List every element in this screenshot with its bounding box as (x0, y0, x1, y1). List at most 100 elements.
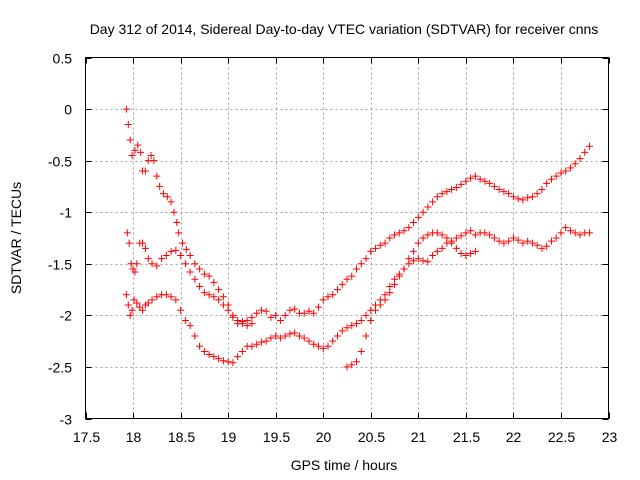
data-point (576, 231, 584, 239)
chart-title: Day 312 of 2014, Sidereal Day-to-day VTE… (90, 21, 599, 37)
data-point (433, 247, 441, 255)
data-point (348, 361, 356, 369)
data-point (386, 289, 394, 297)
data-point (167, 247, 175, 255)
data-point (133, 260, 141, 268)
data-point (509, 193, 517, 201)
x-axis-title: GPS time / hours (291, 457, 398, 473)
data-point (581, 148, 589, 156)
data-point (471, 247, 479, 255)
data-point (338, 327, 346, 335)
data-point (215, 296, 223, 304)
data-point (367, 247, 375, 255)
data-point (205, 291, 213, 299)
data-point (177, 306, 185, 314)
data-point (181, 260, 189, 268)
data-point (562, 167, 570, 175)
data-point (538, 186, 546, 194)
data-point (405, 255, 413, 263)
data-point (147, 151, 155, 159)
data-point (248, 320, 256, 328)
data-point (438, 244, 446, 252)
data-point (128, 306, 136, 314)
data-point (181, 317, 189, 325)
x-tick-label: 20.5 (358, 429, 385, 445)
data-point (557, 169, 565, 177)
data-point (153, 172, 161, 180)
data-point (178, 239, 186, 247)
data-point (386, 234, 394, 242)
data-point (291, 329, 299, 337)
data-point (148, 296, 156, 304)
data-point (186, 268, 194, 276)
x-tick-label: 22.5 (548, 429, 575, 445)
data-point (272, 332, 280, 340)
data-point (229, 359, 237, 367)
data-point (414, 213, 422, 221)
data-point (467, 227, 475, 235)
data-point (452, 234, 460, 242)
data-point (329, 337, 337, 345)
data-point (547, 237, 555, 245)
data-point (234, 353, 242, 361)
data-point (452, 244, 460, 252)
data-point (126, 311, 134, 319)
data-point (281, 311, 289, 319)
data-point (286, 306, 294, 314)
data-point (133, 299, 141, 307)
data-point (163, 193, 171, 201)
data-point (200, 270, 208, 278)
data-point (457, 180, 465, 188)
data-point (362, 332, 370, 340)
data-point (414, 255, 422, 263)
data-point (410, 219, 418, 227)
data-point (159, 190, 167, 198)
data-point (562, 224, 570, 232)
data-point (519, 239, 527, 247)
data-point (123, 229, 131, 237)
data-point (238, 320, 246, 328)
data-point (248, 313, 256, 321)
data-point (253, 340, 261, 348)
data-point (234, 317, 242, 325)
data-point (215, 355, 223, 363)
data-point (126, 136, 134, 144)
data-point (367, 317, 375, 325)
data-point (156, 182, 164, 190)
data-point (547, 175, 555, 183)
data-point (191, 260, 199, 268)
data-point (343, 324, 351, 332)
data-point (528, 239, 536, 247)
data-point (362, 311, 370, 319)
data-point (452, 183, 460, 191)
data-point (210, 353, 218, 361)
x-tick-label: 17.5 (73, 429, 100, 445)
data-point (471, 172, 479, 180)
data-point (141, 167, 149, 175)
data-point (495, 186, 503, 194)
data-point (324, 293, 332, 301)
data-point (148, 260, 156, 268)
data-point (257, 338, 265, 346)
data-point (276, 334, 284, 342)
data-point (585, 229, 593, 237)
data-point (125, 239, 133, 247)
data-point (419, 234, 427, 242)
data-point (419, 208, 427, 216)
data-point (514, 236, 522, 244)
data-point (395, 229, 403, 237)
data-point (224, 358, 232, 366)
data-point (505, 237, 513, 245)
data-point (286, 330, 294, 338)
data-point (305, 337, 313, 345)
data-point (391, 280, 399, 288)
data-point (533, 241, 541, 249)
data-point (248, 342, 256, 350)
data-point (433, 229, 441, 237)
data-point (467, 174, 475, 182)
data-point (348, 272, 356, 280)
data-point (276, 317, 284, 325)
y-tick-label: -2.5 (48, 360, 72, 376)
data-point (262, 337, 270, 345)
